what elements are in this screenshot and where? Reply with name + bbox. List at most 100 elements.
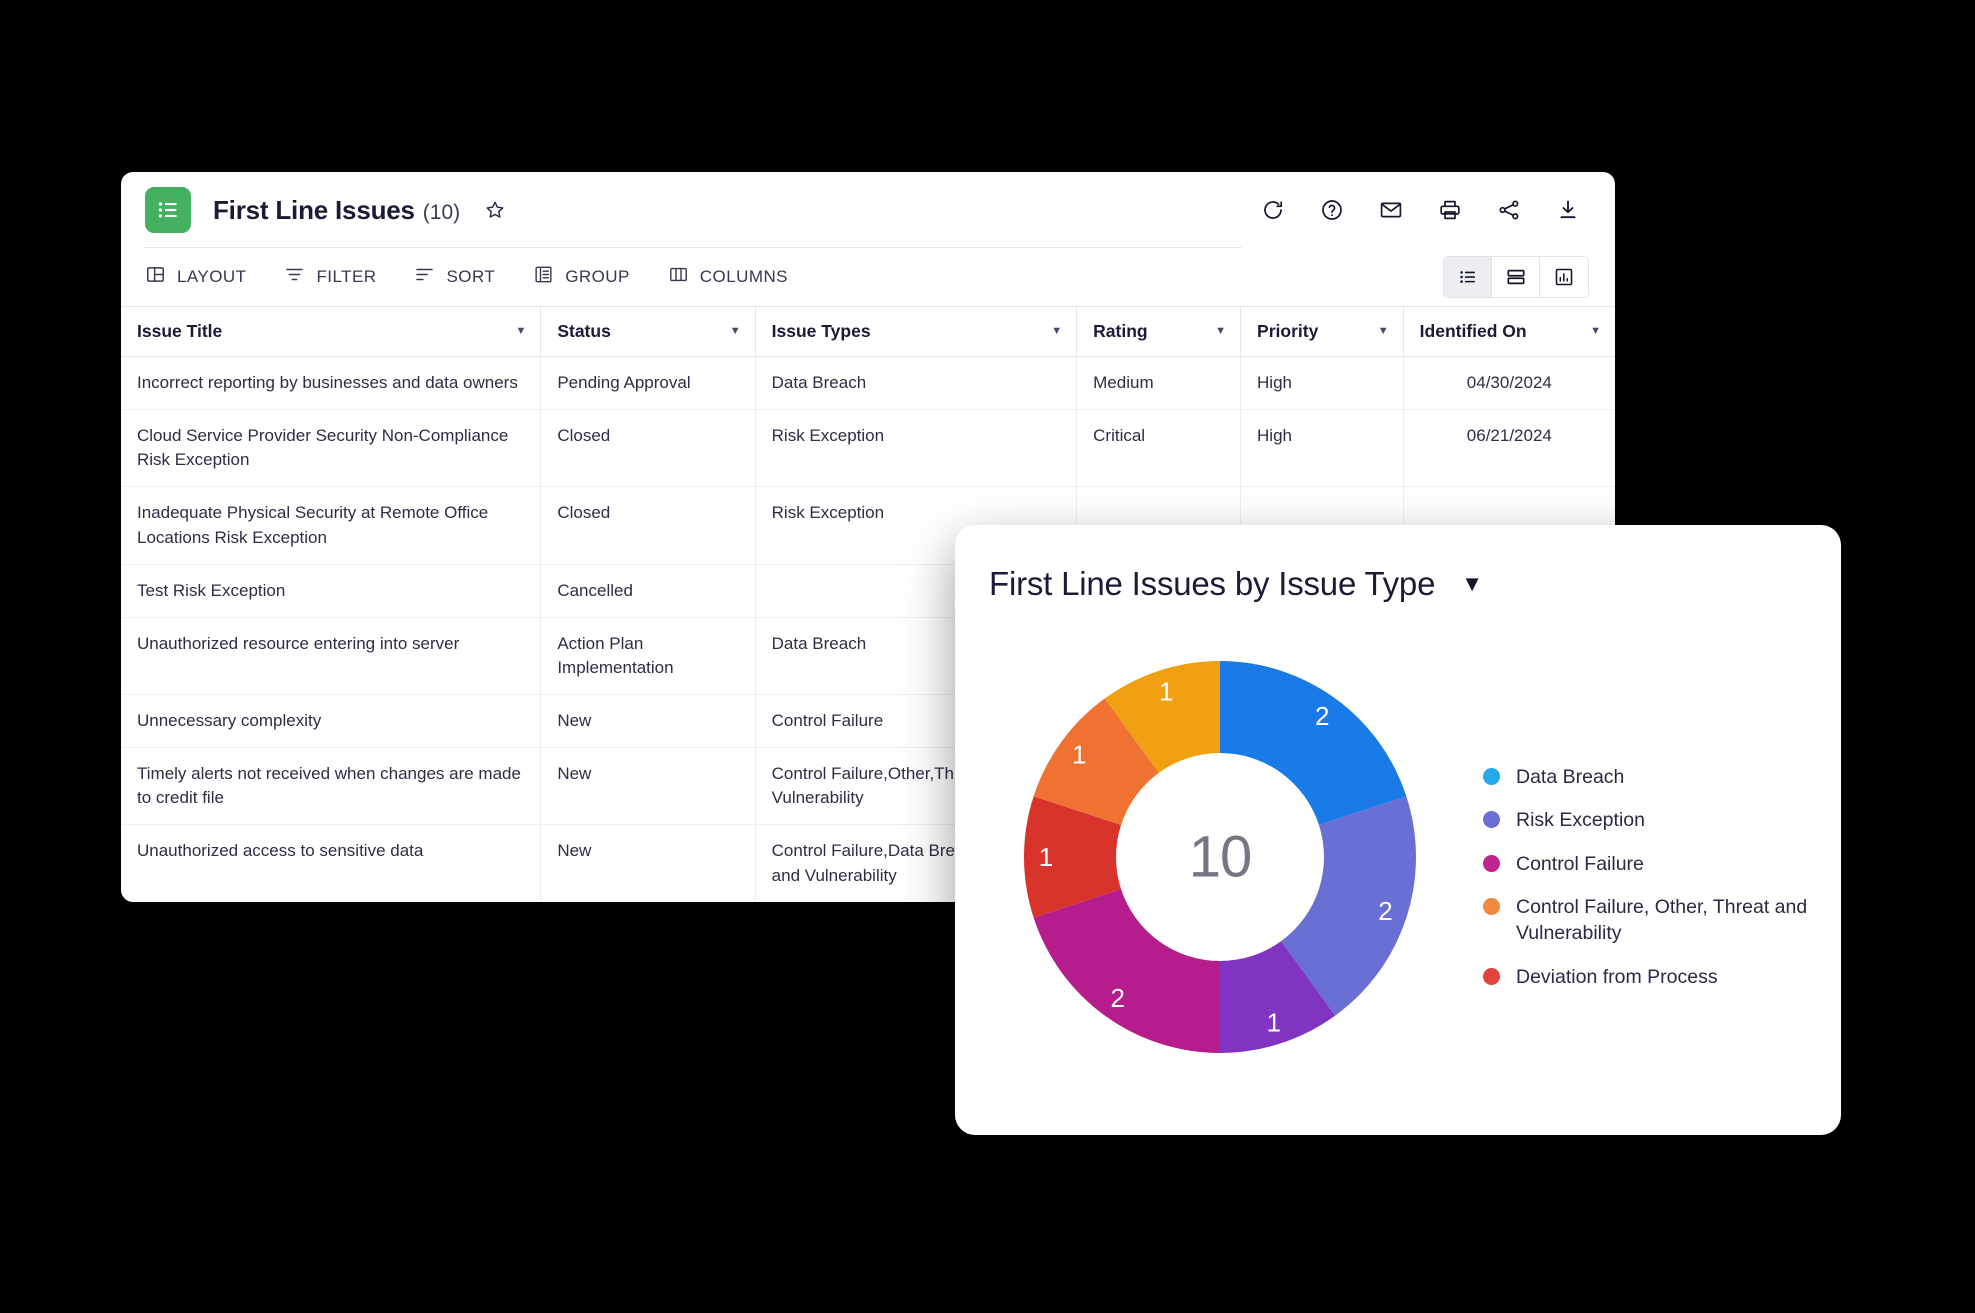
- chart-legend: Data Breach Risk Exception Control Failure…: [1475, 764, 1841, 990]
- chevron-down-icon[interactable]: ▼: [1215, 325, 1227, 337]
- chart-card: First Line Issues by Issue Type ▼ 2 2 1 2 1 1…: [955, 525, 1841, 1135]
- cell-rating: Critical: [1076, 409, 1242, 488]
- donut-slice[interactable]: [1220, 941, 1336, 1053]
- table-row[interactable]: Incorrect reporting by businesses and da…: [121, 356, 1615, 411]
- column-header-rating[interactable]: Rating ▼: [1076, 306, 1242, 357]
- sort-button[interactable]: SORT: [414, 264, 495, 290]
- header-divider: [145, 247, 1242, 248]
- cell-status: Closed: [540, 486, 756, 565]
- donut-slice[interactable]: [1033, 698, 1159, 825]
- group-icon: [533, 264, 554, 290]
- cell-status: Cancelled: [540, 564, 756, 618]
- legend-item[interactable]: Risk Exception: [1483, 807, 1817, 833]
- print-icon[interactable]: [1435, 195, 1465, 225]
- chevron-down-icon[interactable]: ▼: [729, 325, 741, 337]
- legend-label: Control Failure, Other, Threat and Vulne…: [1516, 896, 1808, 945]
- window-header: First Line Issues (10): [121, 172, 1615, 248]
- column-header-status[interactable]: Status ▼: [540, 306, 756, 357]
- donut-slice-label: 1: [1159, 677, 1173, 707]
- legend-item[interactable]: Control Failure: [1483, 851, 1817, 877]
- legend-color-dot: [1483, 768, 1500, 786]
- star-outline-icon[interactable]: [480, 195, 510, 225]
- legend-item[interactable]: Control Failure, Other, Threat and Vulne…: [1483, 894, 1817, 947]
- header-actions: [1258, 195, 1589, 225]
- legend-label: Data Breach: [1516, 766, 1625, 789]
- column-header-issue-types[interactable]: Issue Types ▼: [755, 306, 1078, 357]
- download-icon[interactable]: [1553, 195, 1583, 225]
- column-header-identified-on[interactable]: Identified On ▼: [1403, 306, 1615, 357]
- column-header-priority[interactable]: Priority ▼: [1240, 306, 1404, 357]
- list-view-button[interactable]: [1444, 257, 1492, 297]
- legend-color-dot: [1483, 898, 1500, 915]
- donut-slice-label: 2: [1110, 983, 1124, 1013]
- issues-list-window: First Line Issues (10): [121, 172, 1615, 902]
- table-row[interactable]: Cloud Service Provider Security Non-Comp…: [121, 409, 1615, 488]
- sort-icon: [414, 264, 435, 290]
- layout-label: LAYOUT: [177, 267, 247, 286]
- donut-slice-label: 1: [1072, 740, 1086, 770]
- record-count: (10): [422, 200, 461, 224]
- donut-chart: 2 2 1 2 1 1 1 10: [965, 617, 1475, 1097]
- legend-item[interactable]: Deviation from Process: [1483, 964, 1817, 990]
- column-header-issue-title[interactable]: Issue Title ▼: [121, 306, 542, 357]
- share-icon[interactable]: [1494, 195, 1524, 225]
- chevron-down-icon[interactable]: ▼: [515, 325, 527, 337]
- view-toggle-group: [1443, 256, 1589, 298]
- mail-icon[interactable]: [1376, 195, 1406, 225]
- cell-status: New: [540, 747, 756, 826]
- cell-issue-title: Unnecessary complexity: [121, 694, 542, 749]
- donut-center-total: 10: [1188, 824, 1253, 890]
- donut-slice-label: 1: [1039, 842, 1053, 872]
- cell-issue-title: Cloud Service Provider Security Non-Comp…: [121, 409, 542, 488]
- cell-issue-title: Test Risk Exception: [121, 564, 542, 618]
- sort-label: SORT: [446, 267, 496, 286]
- legend-color-dot: [1483, 967, 1500, 985]
- filter-icon: [284, 264, 305, 290]
- cell-issue-title: Unauthorized access to sensitive data: [121, 824, 542, 902]
- chart-title: First Line Issues by Issue Type: [989, 565, 1436, 602]
- legend-color-dot: [1483, 854, 1500, 872]
- legend-item[interactable]: Data Breach: [1483, 764, 1817, 790]
- toolbar: LAYOUT FILTER SORT: [121, 248, 1615, 306]
- legend-color-dot: [1483, 811, 1500, 829]
- layout-icon: [145, 264, 166, 290]
- cell-status: Pending Approval: [540, 356, 756, 411]
- donut-slice[interactable]: [1104, 661, 1220, 773]
- cell-status: New: [540, 694, 756, 749]
- page-title-text: First Line Issues: [213, 194, 415, 225]
- layout-button[interactable]: LAYOUT: [145, 264, 246, 290]
- group-label: GROUP: [565, 267, 630, 286]
- filter-button[interactable]: FILTER: [284, 264, 376, 290]
- chart-view-button[interactable]: [1540, 257, 1588, 297]
- chart-card-body: 2 2 1 2 1 1 1 10 Data Breach Risk Exception Cont…: [955, 603, 1841, 1103]
- chevron-down-icon[interactable]: ▼: [1051, 325, 1063, 337]
- cell-issue-types: Data Breach: [755, 356, 1078, 411]
- chevron-down-icon[interactable]: ▼: [1590, 325, 1601, 337]
- donut-slice[interactable]: [1220, 661, 1407, 825]
- list-icon: [145, 187, 191, 233]
- chevron-down-icon[interactable]: ▼: [1377, 325, 1389, 337]
- group-button[interactable]: GROUP: [533, 264, 630, 290]
- cell-status: New: [540, 824, 756, 902]
- chart-card-header: First Line Issues by Issue Type ▼: [955, 525, 1841, 603]
- donut-svg: 2 2 1 2 1 1 1: [1024, 661, 1416, 1053]
- refresh-icon[interactable]: [1258, 195, 1288, 225]
- donut-slice[interactable]: [1024, 796, 1122, 918]
- columns-label: COLUMNS: [699, 267, 788, 286]
- cell-identified-on: 06/21/2024: [1403, 409, 1615, 488]
- chevron-down-icon[interactable]: ▼: [1461, 571, 1484, 596]
- help-icon[interactable]: [1317, 195, 1347, 225]
- donut-slice-label: 2: [1378, 896, 1392, 926]
- cell-priority: High: [1240, 409, 1404, 488]
- card-view-button[interactable]: [1492, 257, 1540, 297]
- cell-issue-types: Risk Exception: [755, 409, 1078, 488]
- donut-slice[interactable]: [1033, 889, 1220, 1053]
- columns-button[interactable]: COLUMNS: [668, 264, 788, 290]
- cell-issue-title: Timely alerts not received when changes …: [121, 747, 542, 826]
- donut-slice[interactable]: [1281, 796, 1416, 1016]
- cell-issue-title: Unauthorized resource entering into serv…: [121, 617, 542, 696]
- donut-slice-label: 1: [1267, 1007, 1281, 1037]
- legend-label: Control Failure: [1516, 852, 1644, 875]
- cell-priority: High: [1240, 356, 1404, 411]
